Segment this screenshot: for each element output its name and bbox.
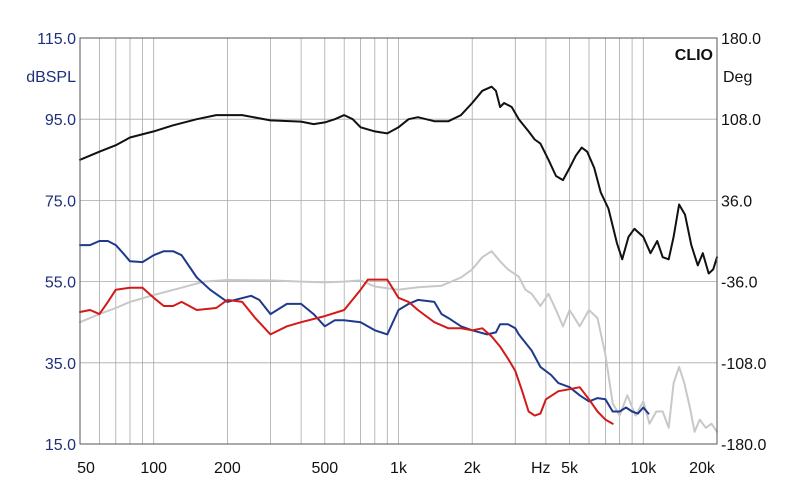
left-tick-label: 55.0 [45, 275, 76, 292]
left-tick-label: 35.0 [45, 356, 76, 373]
x-tick-label: 500 [311, 460, 338, 477]
brand-label: CLIO [675, 47, 713, 64]
plot-frame [79, 37, 718, 445]
x-tick-label: 50 [77, 460, 95, 477]
x-tick-label: 10k [630, 460, 657, 477]
series-line-4 [79, 278, 614, 425]
left-tick-label: 115.0 [37, 31, 76, 48]
series-line-3 [79, 240, 650, 415]
x-tick-label: 2k [464, 460, 482, 477]
x-tick-label: 5k [561, 460, 579, 477]
series-line-1 [79, 85, 718, 275]
series-line-2 [79, 250, 718, 433]
right-axis-ticks: 180.0 108.0 36.0 -36.0 -108.0 -180.0 [721, 31, 766, 454]
right-tick-label: -36.0 [721, 275, 758, 292]
right-tick-label: 36.0 [721, 193, 752, 210]
x-tick-label: 200 [214, 460, 241, 477]
left-axis-ticks: 115.0 95.0 75.0 55.0 35.0 15.0 [37, 31, 76, 454]
right-axis-label: Deg [723, 69, 752, 86]
left-tick-label: 95.0 [45, 112, 76, 129]
x-axis-ticks: 50 100 200 500 1k 2k 5k 10k 20k [77, 460, 716, 477]
grid [80, 38, 717, 444]
x-tick-label: 20k [689, 460, 716, 477]
x-unit-label: Hz [531, 460, 551, 477]
right-tick-label: -180.0 [721, 437, 766, 454]
left-tick-label: 75.0 [45, 193, 76, 210]
left-axis-label: dBSPL [26, 69, 76, 86]
right-tick-label: -108.0 [721, 356, 766, 373]
left-tick-label: 15.0 [45, 437, 76, 454]
x-tick-label: 100 [140, 460, 167, 477]
right-tick-label: 180.0 [721, 31, 761, 48]
right-tick-label: 108.0 [721, 112, 761, 129]
series-layer [79, 85, 718, 433]
x-tick-label: 1k [390, 460, 408, 477]
